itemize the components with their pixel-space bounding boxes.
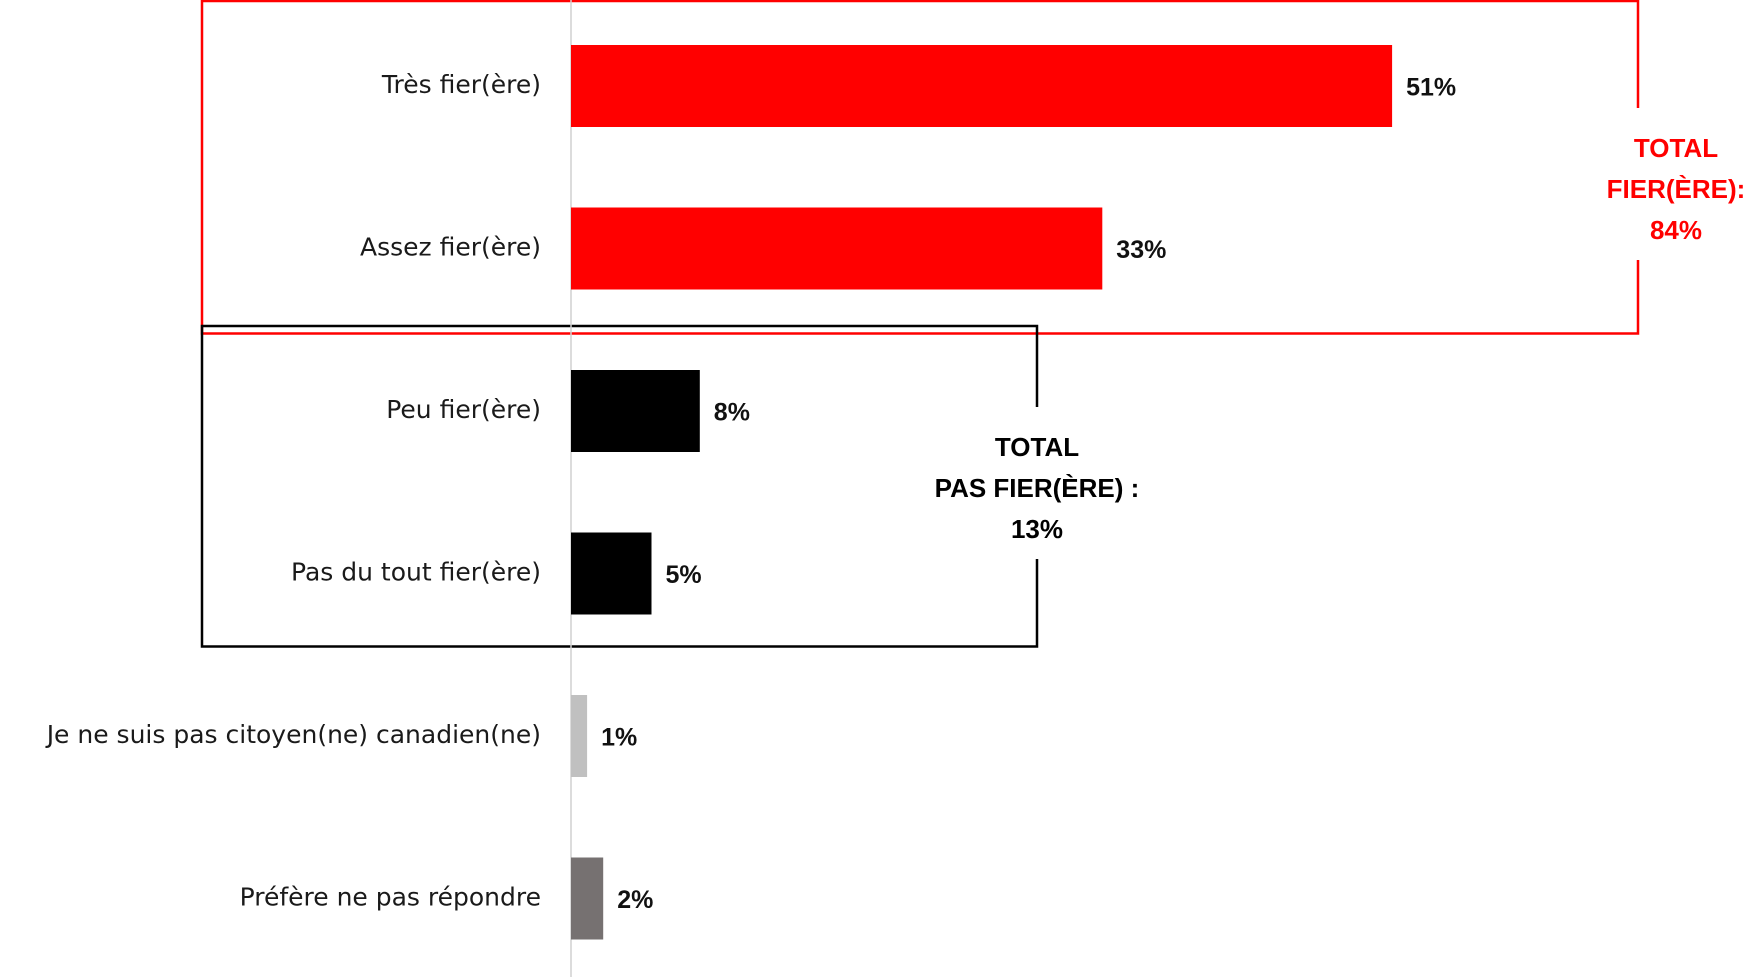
group-total-label-pas-fier: TOTAL: [995, 432, 1079, 462]
value-label: 1%: [601, 724, 637, 752]
value-label: 5%: [666, 561, 702, 589]
totals-layer: TOTAL FIER(ÈRE): 84% TOTAL PAS FIER(ÈRE) : 13…: [935, 133, 1746, 544]
category-label: Très fier(ère): [381, 70, 541, 99]
category-label: Pas du tout fier(ère): [291, 558, 541, 587]
group-box-pas-fier: [200, 324, 1039, 648]
bar: [571, 857, 604, 940]
labels-layer: Très fier(ère) 51% Assez fier(ère) 33% Peu f…: [45, 70, 1456, 914]
bar: [571, 532, 652, 615]
group-total-label-fier: 84%: [1650, 215, 1702, 245]
value-label: 33%: [1116, 236, 1166, 264]
bar: [571, 207, 1103, 290]
group-box-fier: [200, 0, 1640, 335]
bars-layer: [571, 45, 1393, 940]
group-total-label-fier: TOTAL: [1634, 133, 1718, 163]
group-total-label-pas-fier: PAS FIER(ÈRE) :: [935, 473, 1140, 503]
bar: [571, 370, 700, 452]
value-label: 8%: [714, 399, 750, 427]
category-label: Peu fier(ère): [386, 395, 541, 424]
bar: [571, 45, 1393, 127]
category-label: Je ne suis pas citoyen(ne) canadien(ne): [45, 720, 541, 749]
group-total-label-pas-fier: 13%: [1011, 514, 1063, 544]
group-boxes: [200, 0, 1640, 648]
value-label: 2%: [617, 886, 653, 914]
value-label: 51%: [1406, 74, 1456, 102]
group-total-label-fier: FIER(ÈRE):: [1607, 174, 1746, 204]
category-label: Préfère ne pas répondre: [240, 883, 541, 912]
bar: [571, 695, 588, 777]
category-label: Assez fier(ère): [360, 233, 541, 262]
